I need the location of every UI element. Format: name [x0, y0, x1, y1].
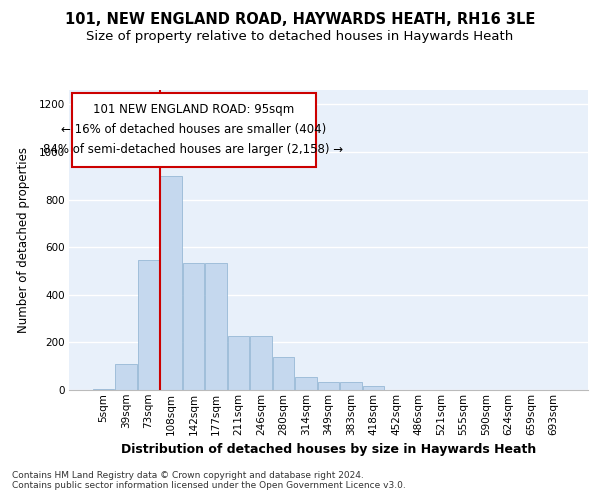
Bar [137, 260, 159, 390]
Bar [182, 262, 204, 390]
Text: Size of property relative to detached houses in Haywards Heath: Size of property relative to detached ho… [86, 30, 514, 43]
Text: 101, NEW ENGLAND ROAD, HAYWARDS HEATH, RH16 3LE: 101, NEW ENGLAND ROAD, HAYWARDS HEATH, R… [65, 12, 535, 28]
Bar [295, 377, 317, 390]
Y-axis label: Number of detached properties: Number of detached properties [17, 147, 30, 333]
FancyBboxPatch shape [71, 93, 316, 166]
Bar [92, 389, 114, 390]
Bar [228, 336, 249, 390]
Bar [318, 382, 339, 390]
Bar [340, 382, 362, 390]
Bar [250, 336, 272, 390]
Bar [363, 386, 384, 390]
X-axis label: Distribution of detached houses by size in Haywards Heath: Distribution of detached houses by size … [121, 443, 536, 456]
Bar [160, 176, 182, 390]
Bar [115, 364, 137, 390]
Text: Contains HM Land Registry data © Crown copyright and database right 2024.
Contai: Contains HM Land Registry data © Crown c… [12, 470, 406, 490]
Bar [205, 262, 227, 390]
Bar [273, 356, 294, 390]
Text: 101 NEW ENGLAND ROAD: 95sqm
← 16% of detached houses are smaller (404)
84% of se: 101 NEW ENGLAND ROAD: 95sqm ← 16% of det… [43, 104, 344, 156]
